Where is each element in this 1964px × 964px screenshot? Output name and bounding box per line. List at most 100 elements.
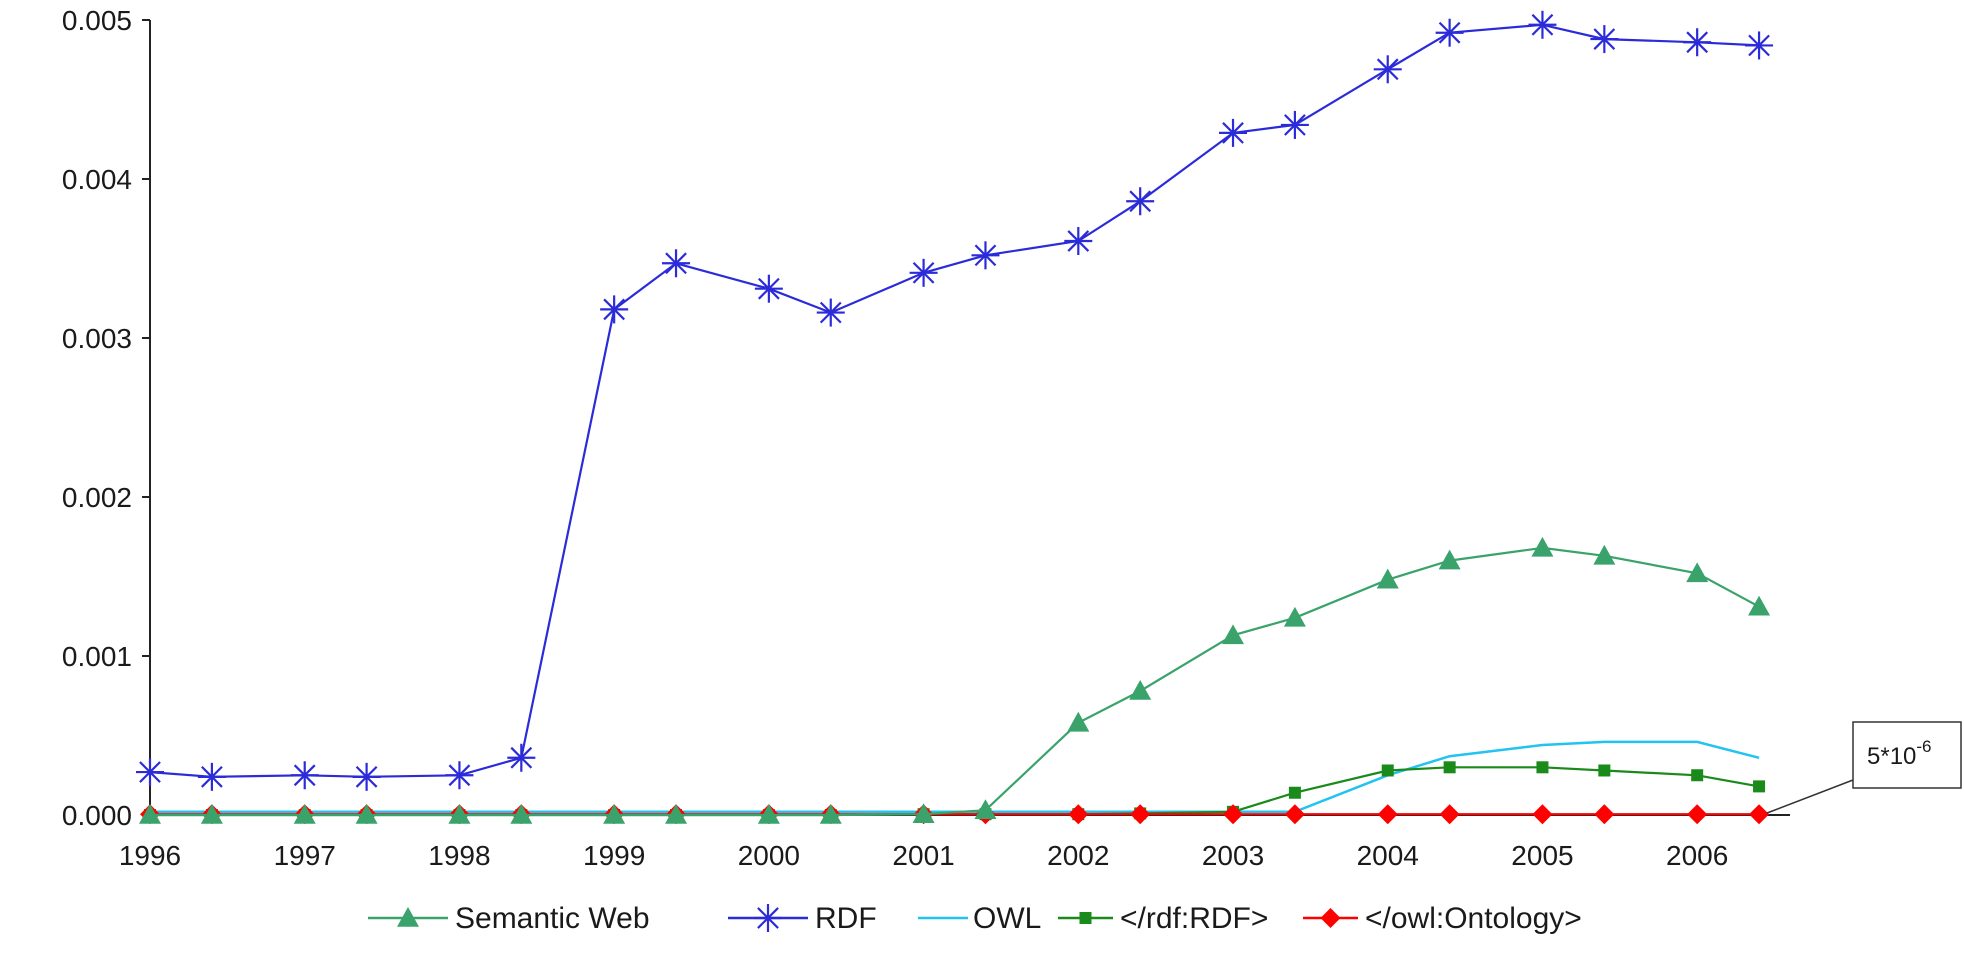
y-tick-label: 0.005 <box>62 5 132 36</box>
data-point-rdf <box>197 762 226 791</box>
data-point-owl-ontology <box>1749 804 1770 825</box>
data-point-rdf <box>754 274 783 303</box>
x-tick-label: 1999 <box>583 840 645 871</box>
data-point-semantic-web <box>293 804 316 824</box>
x-tick-label: 2004 <box>1357 840 1419 871</box>
legend: Semantic Web RDF OWL </rdf:RDF> </owl:Ontolo… <box>368 902 1582 935</box>
legend-item-semantic-web: Semantic Web <box>368 902 650 935</box>
axes <box>149 20 1790 816</box>
data-point-owl-ontology <box>1068 804 1089 825</box>
data-point-owl-ontology <box>1377 804 1398 825</box>
data-point-semantic-web <box>1531 536 1554 557</box>
series-semantic-web <box>139 536 1771 824</box>
data-point-rdf-rdf <box>1288 786 1301 799</box>
series-line-rdf-rdf <box>150 766 1760 817</box>
data-point-rdf-rdf <box>1691 769 1704 782</box>
data-point-rdf <box>1126 187 1155 216</box>
data-point-rdf <box>1745 31 1774 60</box>
data-point-owl-ontology <box>1223 804 1244 825</box>
legend-item-rdf: RDF <box>728 902 877 935</box>
y-tick-label: 0.003 <box>62 323 132 354</box>
data-point-rdf <box>909 258 938 287</box>
data-point-owl-ontology <box>1284 804 1305 825</box>
callout-leader <box>1766 779 1854 814</box>
data-point-rdf <box>290 761 319 790</box>
data-point-rdf-rdf <box>1381 764 1394 777</box>
data-point-semantic-web <box>1376 568 1399 589</box>
legend-swatch-marker <box>1079 912 1092 924</box>
data-point-owl-ontology <box>1532 804 1553 825</box>
data-point-rdf <box>1064 227 1093 256</box>
data-point-semantic-web <box>1748 595 1771 616</box>
series-line-rdf <box>149 23 1760 778</box>
x-tick-label: 2000 <box>738 840 800 871</box>
data-point-semantic-web <box>1438 549 1461 570</box>
data-point-rdf-rdf <box>1536 761 1549 774</box>
x-tick-label: 1998 <box>428 840 490 871</box>
callout-base: 5*10 <box>1867 743 1916 770</box>
y-axis-ticks: 0.000 0.001 0.002 0.003 0.004 0.005 <box>62 5 150 831</box>
x-tick-label: 2006 <box>1666 840 1728 871</box>
data-point-owl-ontology <box>1687 804 1708 825</box>
data-point-rdf <box>1373 55 1402 84</box>
data-point-semantic-web <box>510 804 533 824</box>
data-point-semantic-web <box>974 799 997 820</box>
data-point-rdf <box>1528 10 1557 39</box>
data-point-rdf <box>507 743 536 772</box>
data-point-rdf <box>1280 110 1309 139</box>
data-point-rdf <box>1435 18 1464 47</box>
data-point-rdf <box>1219 118 1248 147</box>
callout-exponent: -6 <box>1916 737 1931 756</box>
legend-label: </owl:Ontology> <box>1365 902 1582 935</box>
legend-label: </rdf:RDF> <box>1120 902 1268 935</box>
x-tick-label: 2005 <box>1511 840 1573 871</box>
data-point-rdf <box>1683 28 1712 57</box>
series-layer <box>136 10 1774 825</box>
x-axis-ticks: 1996 1997 1998 1999 2000 2001 2002 2003 2004 2005… <box>119 815 1728 871</box>
data-point-semantic-web <box>819 804 842 824</box>
x-tick-label: 1997 <box>274 840 336 871</box>
legend-label: OWL <box>973 902 1041 935</box>
annotation-callout: 5*10-6 <box>1766 721 1962 814</box>
data-point-semantic-web <box>1129 679 1152 700</box>
data-point-owl-ontology <box>1594 804 1615 825</box>
callout-text: 5*10-6 <box>1867 737 1932 770</box>
y-tick-label: 0.002 <box>62 482 132 513</box>
x-tick-label: 2002 <box>1047 840 1109 871</box>
y-tick-label: 0.001 <box>62 641 132 672</box>
legend-item-owl-ontology: </owl:Ontology> <box>1303 902 1582 935</box>
series-rdf <box>136 10 1774 791</box>
data-point-owl-ontology <box>1130 804 1151 825</box>
data-point-rdf-rdf <box>1443 761 1456 774</box>
legend-item-owl: OWL <box>918 902 1041 935</box>
legend-swatch-marker <box>1320 908 1341 928</box>
data-point-semantic-web <box>1593 544 1616 565</box>
data-point-rdf <box>971 241 1000 270</box>
callout-box <box>1852 721 1962 789</box>
data-point-semantic-web <box>355 804 378 824</box>
x-tick-label: 2001 <box>892 840 954 871</box>
data-point-rdf <box>662 249 691 278</box>
data-point-semantic-web <box>603 804 626 824</box>
series-line-semantic-web <box>150 546 1760 817</box>
data-point-owl-ontology <box>1439 804 1460 825</box>
y-tick-label: 0.004 <box>62 164 132 195</box>
x-tick-label: 1996 <box>119 840 181 871</box>
legend-swatch-marker <box>397 907 419 927</box>
legend-item-rdf-rdf: </rdf:RDF> <box>1058 902 1268 935</box>
data-point-rdf <box>1590 25 1619 54</box>
y-tick-label: 0.000 <box>62 800 132 831</box>
data-point-semantic-web <box>1067 711 1090 732</box>
data-point-rdf <box>445 761 474 790</box>
data-point-semantic-web <box>665 804 688 824</box>
data-point-rdf-rdf <box>1753 780 1766 793</box>
x-tick-label: 2003 <box>1202 840 1264 871</box>
data-point-rdf <box>816 298 845 327</box>
data-point-semantic-web <box>448 804 471 824</box>
legend-swatch-marker <box>754 904 782 932</box>
data-point-semantic-web <box>1222 624 1245 645</box>
data-point-semantic-web <box>757 804 780 824</box>
data-point-semantic-web <box>1283 606 1306 627</box>
legend-label: Semantic Web <box>455 902 650 935</box>
data-point-semantic-web <box>912 803 935 824</box>
